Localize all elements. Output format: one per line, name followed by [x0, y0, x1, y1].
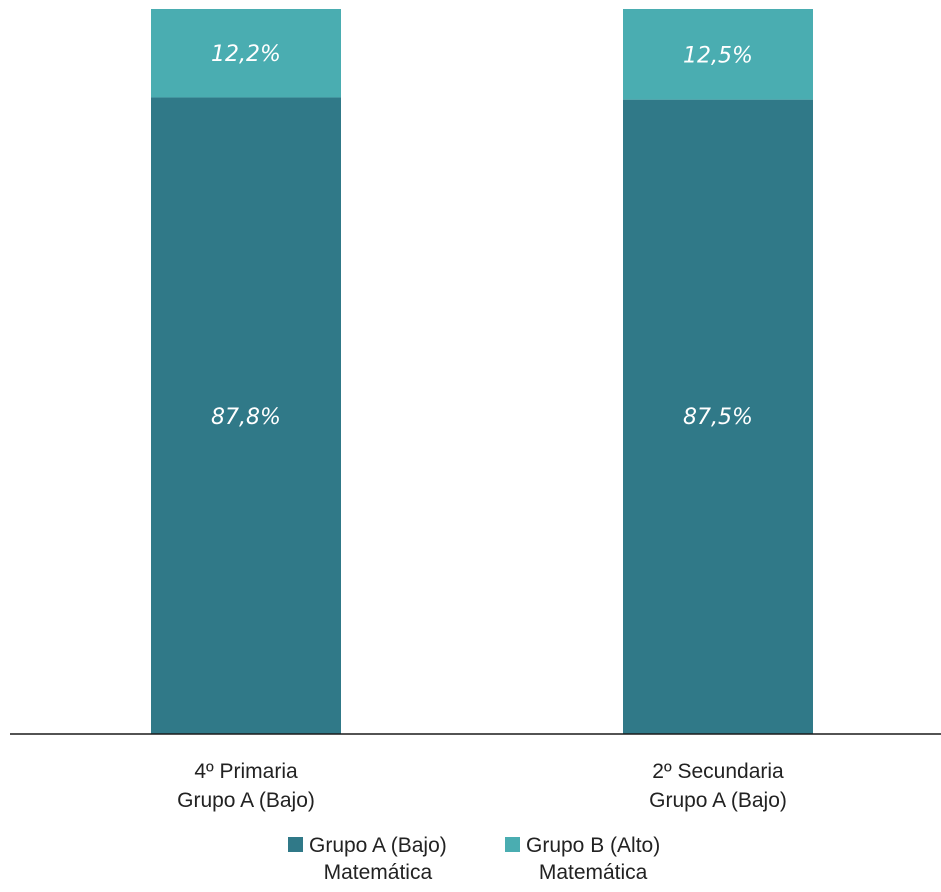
legend-label-line2: Matemática: [538, 861, 648, 884]
category-label: Grupo A (Bajo): [649, 789, 787, 812]
bar-segment: [623, 9, 813, 100]
data-label: 12,2%: [211, 42, 281, 67]
category-label: 2º Secundaria: [652, 760, 784, 783]
legend-item-grupo-b: Grupo B (Alto) Matemática: [505, 832, 660, 886]
legend-label-line1: Grupo A (Bajo): [309, 834, 447, 857]
data-label: 87,8%: [211, 405, 281, 430]
category-label: Grupo A (Bajo): [177, 789, 315, 812]
data-label: 87,5%: [683, 405, 753, 430]
bar-segment: [151, 97, 341, 734]
legend-label-line2: Matemática: [323, 861, 433, 884]
bar-segment: [151, 9, 341, 98]
legend-swatch-grupo-a: [288, 837, 303, 852]
legend-item-grupo-a: Grupo A (Bajo) Matemática: [288, 832, 447, 886]
legend-label-line1: Grupo B (Alto): [526, 834, 661, 857]
legend-swatch-grupo-b: [505, 837, 520, 852]
category-label: 4º Primaria: [194, 760, 298, 783]
bar-segment: [623, 99, 813, 734]
data-label: 12,5%: [683, 43, 753, 68]
